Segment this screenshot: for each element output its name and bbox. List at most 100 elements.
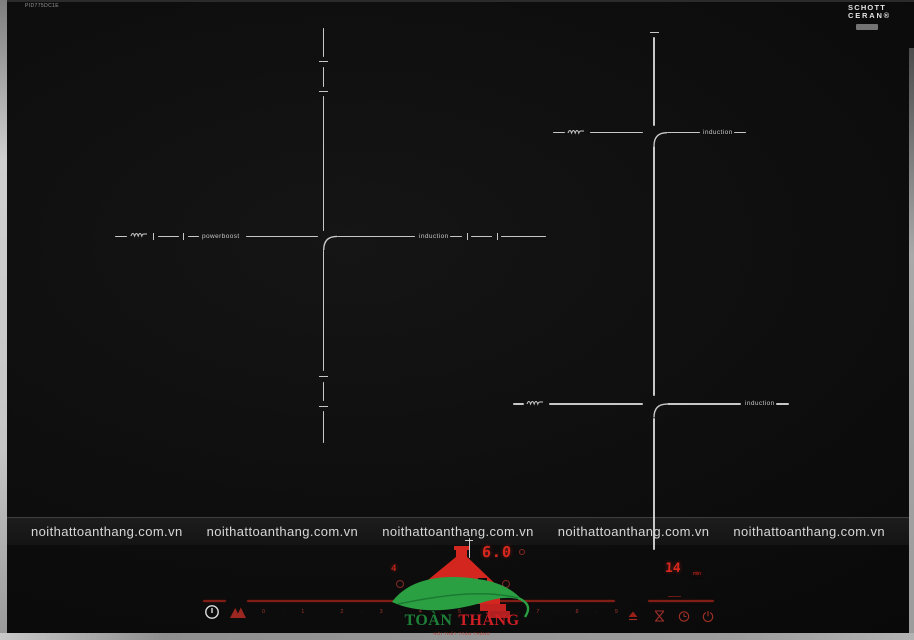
- brand-line2: CERAN®: [848, 11, 891, 20]
- slider-mark: 2: [340, 609, 344, 615]
- induction-label-top-right: induction: [703, 129, 733, 136]
- boost-key[interactable]: [628, 611, 638, 621]
- zone-line-segment: [188, 235, 199, 237]
- zone-line-segment: [450, 235, 462, 237]
- timer-display: 14: [664, 561, 682, 576]
- slider-mark: ·: [517, 610, 520, 615]
- brand-badge: [856, 24, 878, 30]
- slider-mark: ·: [321, 610, 324, 615]
- slider-mark: ·: [595, 610, 598, 615]
- induction-label-left: induction: [419, 233, 449, 240]
- zone-select-tick: [465, 539, 473, 541]
- powerboost-label: powerboost: [202, 233, 240, 240]
- zone-line-segment: [471, 235, 492, 237]
- slider-mark: ·: [478, 610, 480, 615]
- logo-title-green: TOÀN: [404, 612, 453, 629]
- slider-mark: 1: [301, 609, 305, 615]
- zone-line-segment: [653, 418, 655, 550]
- timer-line: [648, 600, 714, 602]
- watermark-text: noithattoanthang.com.vn: [557, 524, 710, 539]
- logo-step1: [480, 604, 506, 611]
- slider-mark: ·: [282, 610, 284, 615]
- power-button[interactable]: [204, 604, 220, 620]
- zone-tick: [319, 60, 328, 62]
- zone-tick: [650, 32, 659, 34]
- zone-line-segment: [734, 132, 746, 134]
- photo-edge-top: [7, 0, 914, 2]
- schott-ceran-logo: SCHOTT CERAN®: [848, 3, 891, 30]
- zone-line-segment: [549, 403, 643, 405]
- slider-mark: ·: [556, 610, 559, 615]
- zone-line-segment: [501, 235, 546, 237]
- logo-leaf: [392, 576, 522, 611]
- zone-tick: [319, 376, 328, 378]
- induction-coil-icon: [130, 232, 147, 238]
- control-line: [203, 600, 226, 602]
- slider-mark: 7: [536, 609, 540, 615]
- zone-line-segment: [322, 96, 325, 231]
- slider-mark: 3: [379, 609, 383, 615]
- timer-unit: min: [693, 571, 702, 577]
- zone-line-segment: [322, 411, 325, 443]
- photo-edge-bottom: [0, 633, 914, 640]
- induction-coil-icon: [526, 400, 543, 406]
- photo-edge-left: [0, 0, 7, 640]
- zone-line-segment: [322, 250, 325, 371]
- model-number: PID775DC1E: [25, 3, 60, 9]
- zone-line-segment: [667, 403, 741, 405]
- logo-leaf-tail: [517, 596, 530, 618]
- zone-indicator-left: [396, 580, 404, 588]
- zone-tick: [496, 233, 498, 240]
- slider-mark: ·: [360, 610, 363, 615]
- zone-line-segment: [322, 67, 325, 87]
- zone-tick: [319, 406, 328, 408]
- slider-mark: ·: [439, 610, 441, 615]
- induction-label-bottom-right: induction: [745, 400, 775, 407]
- clock-key[interactable]: [678, 610, 690, 622]
- slider-mark: 0: [262, 609, 266, 615]
- brand-line1: SCHOTT: [848, 3, 887, 12]
- zone-line-segment: [776, 403, 789, 405]
- zone-line-segment: [553, 132, 565, 134]
- zone-line-segment: [322, 382, 325, 401]
- zone-select-marker: [469, 538, 471, 558]
- zone-line-segment: [653, 146, 655, 396]
- slider-mark: 4: [418, 609, 422, 615]
- zone-tick: [152, 233, 154, 240]
- zone-line-segment: [246, 235, 318, 237]
- zone-tick: [319, 90, 328, 92]
- timer-hourglass-key[interactable]: [654, 610, 665, 622]
- zone-line-segment: [667, 132, 700, 134]
- zone-line-segment: [337, 235, 415, 237]
- logo-tagline: NỘI THẤT TOÀN THẮNG: [433, 631, 491, 636]
- watermark-text: noithattoanthang.com.vn: [31, 524, 183, 539]
- zone-tick: [182, 233, 184, 240]
- flex-zone-key[interactable]: [229, 605, 247, 619]
- zone-line-segment: [115, 235, 127, 237]
- logo-leaf-vein: [397, 593, 519, 605]
- logo-title-red: THẮNG: [458, 612, 520, 629]
- photo-edge-right: [909, 48, 914, 640]
- slider-mark: 5: [457, 609, 461, 615]
- watermark-text: noithattoanthang.com.vn: [733, 524, 885, 539]
- logo-title: TOÀN THẮNG: [380, 612, 544, 630]
- induction-coil-icon: [567, 129, 584, 135]
- watermark-text: noithattoanthang.com.vn: [382, 524, 534, 539]
- booster-indicator: [519, 549, 525, 555]
- toan-thang-logo: [392, 546, 530, 618]
- watermark-text: noithattoanthang.com.vn: [206, 524, 359, 539]
- slider-mark: ·: [399, 610, 402, 615]
- standby-key[interactable]: [702, 610, 714, 622]
- logo-step2: [488, 611, 510, 618]
- zone-line-segment: [322, 28, 325, 57]
- slider-mark: 9: [614, 609, 618, 615]
- power-slider[interactable]: 0·1·2·3·4·5·6·7·8·9: [262, 608, 618, 617]
- zone-line-segment: [513, 403, 524, 405]
- timer-dash: [668, 596, 681, 598]
- watermark-band: noithattoanthang.com.vn noithattoanthang.…: [7, 517, 909, 545]
- slider-mark: 8: [575, 609, 579, 615]
- zone-line-segment: [590, 132, 643, 134]
- zone-tick: [466, 233, 468, 240]
- zone-line-segment: [158, 235, 179, 237]
